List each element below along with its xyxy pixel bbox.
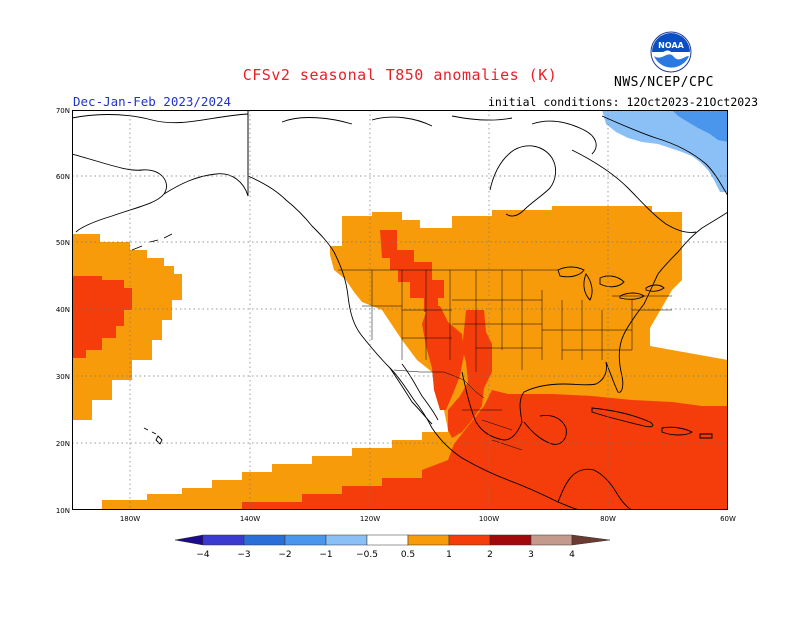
coastline-hawaii <box>143 427 163 445</box>
coastline-us-east <box>605 251 679 393</box>
noaa-logo-icon: NOAA <box>650 31 692 73</box>
anomaly-shading <box>72 110 728 510</box>
coastline-cuba <box>591 407 654 428</box>
anomaly-area-1-2-southwest <box>448 310 492 438</box>
colorbar-swatches <box>175 534 611 546</box>
lat-label: 60N <box>56 173 70 181</box>
lat-label: 40N <box>56 306 70 314</box>
anomaly-area-1-2-westcoast <box>422 306 464 410</box>
colorbar-label: 4 <box>569 550 575 560</box>
lon-label: 120W <box>360 515 380 523</box>
coastline-labrador <box>571 149 697 233</box>
colorbar-label: 1 <box>446 550 452 560</box>
colorbar-swatch <box>366 534 409 546</box>
coastline-yucatan <box>523 415 567 445</box>
colorbar: −4 −3 −2 −1 −0.5 0.5 1 2 3 4 <box>175 534 611 560</box>
coastline-alaska-north <box>72 113 249 124</box>
anomaly-area-neg0.5-neg1-greenland <box>602 110 728 192</box>
anomaly-area-neg1-neg2-greenland <box>672 110 728 142</box>
border-us-mexico <box>393 369 485 399</box>
coastline-baja <box>389 363 439 425</box>
coastlines <box>72 110 728 510</box>
coastline-canada-east <box>677 211 728 253</box>
initial-conditions-label: initial conditions: 12Oct2023-21Oct2023 <box>488 95 759 109</box>
coastline-us-west <box>333 251 433 429</box>
colorbar-swatch <box>489 534 532 546</box>
colorbar-label: −1 <box>319 550 332 560</box>
lat-label: 70N <box>56 107 70 115</box>
colorbar-swatch <box>407 534 450 546</box>
colorbar-label: −3 <box>237 550 250 560</box>
colorbar-label: −4 <box>196 550 210 560</box>
colorbar-labels: −4 −3 −2 −1 −0.5 0.5 1 2 3 4 <box>196 550 575 560</box>
lon-label: 180W <box>120 515 140 523</box>
border-states-central <box>452 270 543 372</box>
map-frame <box>72 110 728 510</box>
coastline-alaska-panhandle <box>247 175 335 253</box>
colorbar-arrow-high <box>571 534 611 546</box>
colorbar-label: −2 <box>278 550 291 560</box>
colorbar-label: 0.5 <box>401 550 415 560</box>
graticule <box>72 110 728 510</box>
colorbar-label: 3 <box>528 550 534 560</box>
lat-label: 50N <box>56 239 70 247</box>
coastline-puerto-rico <box>699 433 713 439</box>
coastline-alaska <box>72 110 249 233</box>
season-label: Dec-Jan-Feb 2023/2024 <box>73 94 232 109</box>
coastline-hispaniola <box>661 426 693 436</box>
lon-label: 60W <box>720 515 736 523</box>
political-borders <box>247 110 672 451</box>
colorbar-swatch <box>530 534 573 546</box>
coastline-great-lakes <box>557 266 665 301</box>
coastline-hudson-bay <box>489 145 557 217</box>
colorbar-arrow-low <box>175 534 204 546</box>
coastline-arctic-islands <box>281 115 597 155</box>
border-states-west <box>362 270 452 360</box>
agency-label: NWS/NCEP/CPC <box>614 75 714 90</box>
lat-label: 20N <box>56 440 70 448</box>
map-title: CFSv2 seasonal T850 anomalies (K) <box>242 66 558 84</box>
coastline-gulf <box>461 361 607 441</box>
colorbar-label: −0.5 <box>356 550 378 560</box>
border-states-east <box>542 295 672 360</box>
coastline-central-america <box>557 468 633 510</box>
colorbar-swatch <box>325 534 368 546</box>
colorbar-swatch <box>448 534 491 546</box>
colorbar-swatch <box>202 534 245 546</box>
anomaly-map <box>72 110 728 510</box>
coastline-mexico-pacific <box>431 427 583 510</box>
colorbar-swatch <box>243 534 286 546</box>
colorbar-label: 2 <box>487 550 493 560</box>
lon-label: 100W <box>479 515 499 523</box>
axis-labels: 70N 60N 50N 40N 30N 20N 10N 180W 140W 12… <box>56 107 736 523</box>
coastline-aleutians <box>131 233 173 251</box>
coastline-greenland <box>601 115 728 197</box>
colorbar-swatch <box>284 534 327 546</box>
lon-label: 80W <box>600 515 616 523</box>
anomaly-area-1-2-pacific <box>72 276 132 358</box>
noaa-logo-text: NOAA <box>658 41 684 50</box>
lat-label: 30N <box>56 373 70 381</box>
lon-label: 140W <box>240 515 260 523</box>
lat-label: 10N <box>56 507 70 515</box>
border-mexico-states <box>462 409 523 451</box>
anomaly-area-1-2-rockies <box>380 230 444 312</box>
